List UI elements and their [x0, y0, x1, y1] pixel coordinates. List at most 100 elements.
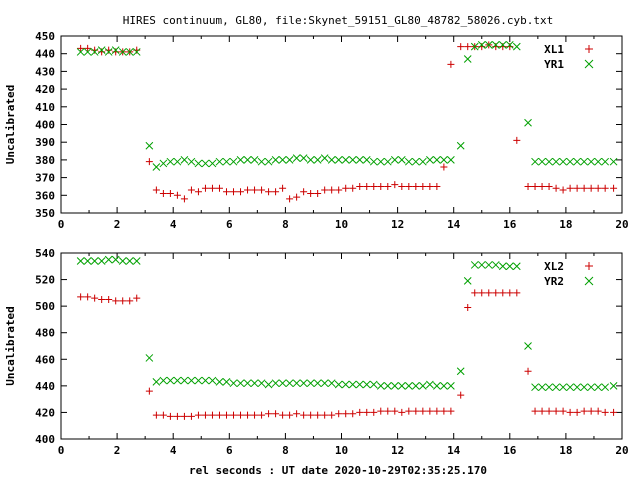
data-point — [419, 182, 427, 190]
data-point — [166, 376, 175, 385]
data-point — [258, 411, 266, 419]
x-axis-label: rel seconds : UT date 2020-10-29T02:35:2… — [189, 464, 487, 477]
data-point — [610, 408, 618, 416]
data-point — [306, 379, 315, 388]
data-point — [348, 380, 357, 389]
data-point — [293, 193, 301, 201]
data-point — [208, 411, 216, 419]
data-point — [464, 303, 472, 311]
x-tick-label: 18 — [559, 444, 572, 457]
data-point — [187, 376, 196, 385]
data-point — [98, 296, 106, 303]
data-point — [111, 255, 120, 264]
data-point — [484, 40, 493, 49]
data-point — [471, 289, 479, 297]
data-point — [594, 157, 603, 166]
data-point — [418, 382, 427, 390]
data-point — [355, 380, 364, 389]
data-point — [587, 383, 595, 392]
data-point — [300, 188, 308, 196]
data-point — [566, 383, 574, 392]
x-tick-label: 0 — [58, 444, 65, 457]
y-tick-label: 360 — [35, 189, 55, 202]
x-tick-label: 16 — [503, 218, 517, 231]
top-panel: 0 2 4 6 8 10 12 14 16 18 20 350 360 370 380 390 400 410 42… — [4, 30, 629, 231]
data-point — [559, 383, 567, 392]
data-point — [349, 184, 357, 192]
data-point — [91, 294, 99, 302]
data-point — [545, 157, 553, 166]
data-point — [90, 48, 99, 56]
data-point — [492, 289, 500, 297]
data-point — [573, 157, 581, 166]
data-point — [384, 407, 392, 415]
data-point — [104, 255, 113, 264]
data-point — [215, 378, 224, 386]
data-point — [341, 156, 350, 164]
y-tick-label: 430 — [35, 65, 55, 78]
data-point — [545, 407, 553, 415]
data-point — [433, 382, 441, 390]
data-point — [610, 184, 618, 192]
data-point — [194, 411, 202, 419]
y-tick-label: 390 — [35, 136, 55, 149]
data-point — [335, 410, 343, 418]
data-point — [440, 156, 448, 164]
data-point — [499, 289, 507, 297]
data-point — [314, 411, 322, 419]
data-point — [159, 159, 168, 168]
data-point — [237, 411, 245, 419]
data-point — [456, 367, 465, 376]
data-point — [512, 262, 521, 271]
data-point — [77, 293, 85, 301]
data-point — [491, 40, 500, 49]
y-tick-label: 350 — [35, 207, 55, 220]
data-point — [111, 46, 120, 55]
y-tick-label: 440 — [35, 380, 55, 393]
data-point — [173, 157, 182, 166]
data-point — [477, 40, 486, 49]
data-point — [285, 379, 294, 388]
y-tick-label: 520 — [35, 274, 55, 287]
data-point — [307, 190, 315, 198]
data-point — [491, 261, 500, 269]
x-tick-label: 10 — [335, 444, 348, 457]
data-point — [470, 42, 479, 51]
data-point — [133, 294, 141, 302]
data-point — [229, 157, 238, 166]
data-point — [349, 410, 357, 418]
data-point — [257, 157, 266, 166]
data-point — [609, 157, 618, 166]
data-point — [524, 367, 532, 375]
x-tick-label: 20 — [615, 444, 628, 457]
data-point — [328, 411, 336, 419]
x-tick-label: 10 — [335, 218, 348, 231]
data-point — [545, 383, 553, 392]
data-point — [601, 383, 610, 392]
y-tick-label: 400 — [35, 433, 55, 446]
data-point — [566, 184, 574, 192]
data-point — [440, 407, 448, 415]
data-point — [341, 380, 350, 389]
data-point — [299, 379, 308, 388]
legend-marker — [585, 45, 593, 53]
data-point — [335, 186, 343, 194]
data-point — [159, 190, 167, 198]
data-point — [272, 188, 280, 196]
data-point — [398, 182, 406, 190]
data-point — [145, 158, 153, 166]
x-tick-label: 8 — [282, 218, 289, 231]
data-point — [370, 408, 378, 416]
series-XL1 — [77, 41, 618, 203]
data-point — [463, 277, 472, 285]
data-point — [250, 156, 259, 164]
data-point — [398, 408, 406, 416]
data-point — [306, 156, 315, 164]
data-point — [412, 182, 420, 190]
series-XL2 — [77, 289, 618, 420]
data-point — [159, 411, 167, 419]
x-tick-label: 14 — [447, 444, 461, 457]
data-point — [278, 156, 287, 164]
data-point — [538, 157, 546, 166]
